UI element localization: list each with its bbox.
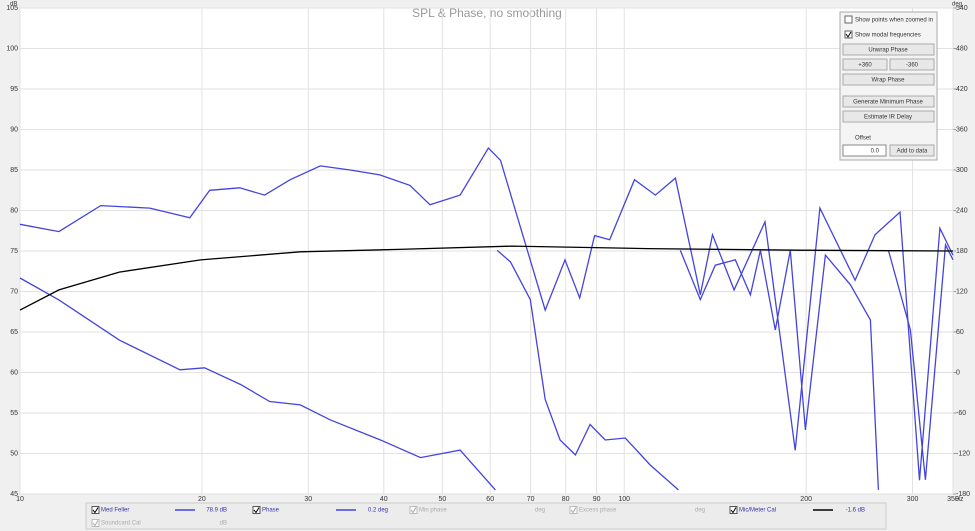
check-mark bbox=[253, 507, 260, 514]
x-tick-label: 10 bbox=[16, 496, 24, 503]
y2-tick-label: -180 bbox=[956, 491, 970, 498]
series-line bbox=[19, 147, 954, 481]
legend-label: Phase bbox=[262, 508, 280, 514]
y2-tick-label: -120 bbox=[956, 450, 970, 457]
check-mark bbox=[92, 507, 99, 514]
legend-checkbox[interactable] bbox=[729, 506, 738, 514]
checkbox-label: Show points when zoomed in bbox=[855, 18, 933, 24]
y-tick-label: 95 bbox=[10, 86, 18, 93]
button[interactable]: +360 bbox=[842, 58, 888, 71]
chart-title: SPL & Phase, no smoothing bbox=[412, 6, 562, 20]
y2-tick-label: 360 bbox=[956, 126, 968, 133]
checkbox[interactable] bbox=[844, 15, 853, 24]
y-tick-label: 55 bbox=[10, 410, 18, 417]
legend-readout: -1.6 dB bbox=[846, 508, 865, 514]
x-tick-label: 40 bbox=[380, 496, 388, 503]
y2-tick-label: 540 bbox=[956, 5, 968, 12]
y-unit: dB bbox=[10, 2, 17, 8]
checkbox-label: Show modal frequencies bbox=[855, 33, 921, 39]
button[interactable]: -360 bbox=[889, 58, 935, 71]
y-tick-label: 105 bbox=[6, 5, 18, 12]
x-tick-label: 100 bbox=[618, 496, 630, 503]
y-tick-label: 70 bbox=[10, 288, 18, 295]
legend-readout: deg bbox=[695, 508, 705, 514]
button-label: Estimate IR Delay bbox=[864, 115, 912, 121]
legend-bg bbox=[85, 502, 887, 530]
button[interactable]: Add to data bbox=[889, 144, 935, 157]
legend: Med Feller 78.9 dB Phase 0.2 deg Mic/Meter C… bbox=[85, 502, 887, 530]
x-tick-label: 300 bbox=[907, 496, 919, 503]
check-mark bbox=[730, 507, 737, 514]
legend-label: Min phase bbox=[419, 508, 447, 514]
legend-readout: 0.2 deg bbox=[368, 508, 388, 514]
y2-unit: deg bbox=[952, 2, 962, 8]
check-mark bbox=[92, 520, 99, 527]
x-tick-label: 70 bbox=[527, 496, 535, 503]
series-line bbox=[19, 242, 954, 491]
legend-label: Excess phase bbox=[579, 508, 617, 514]
button[interactable]: Generate Minimum Phase bbox=[842, 95, 935, 108]
legend-checkbox[interactable] bbox=[91, 506, 100, 514]
y-tick-label: 65 bbox=[10, 329, 18, 336]
legend-checkbox[interactable] bbox=[252, 506, 261, 514]
x-tick-label: 50 bbox=[438, 496, 446, 503]
offset-value: 0.0 bbox=[871, 149, 880, 155]
plot: 4550556065707580859095100105-180-120-600… bbox=[6, 5, 970, 503]
legend-label: Soundcard Cal bbox=[101, 521, 141, 527]
y2-tick-label: -60 bbox=[956, 410, 966, 417]
x-tick-label: 90 bbox=[593, 496, 601, 503]
legend-readout: dB bbox=[220, 521, 227, 527]
button-label: +360 bbox=[858, 63, 872, 69]
x-unit: Hz bbox=[955, 496, 964, 503]
y-tick-label: 75 bbox=[10, 248, 18, 255]
button[interactable]: Wrap Phase bbox=[842, 73, 935, 86]
y2-tick-label: 240 bbox=[956, 207, 968, 214]
series-line bbox=[19, 245, 954, 311]
y-tick-label: 45 bbox=[10, 491, 18, 498]
legend-readout: 78.9 dB bbox=[206, 508, 227, 514]
y-tick-label: 90 bbox=[10, 126, 18, 133]
control-panel: Show points when zoomed in Show modal fr… bbox=[839, 11, 938, 161]
check-mark bbox=[570, 507, 577, 514]
check-mark bbox=[410, 507, 417, 514]
y-tick-label: 80 bbox=[10, 207, 18, 214]
y2-tick-label: 120 bbox=[956, 288, 968, 295]
x-tick-label: 350 bbox=[947, 496, 959, 503]
button-label: -360 bbox=[906, 63, 919, 69]
offset-label: Offset bbox=[855, 136, 871, 142]
legend-checkbox[interactable] bbox=[409, 506, 418, 514]
legend-label: Med Feller bbox=[101, 508, 129, 514]
y-tick-label: 85 bbox=[10, 167, 18, 174]
panel-bg bbox=[839, 11, 938, 161]
x-tick-label: 60 bbox=[486, 496, 494, 503]
y2-tick-label: 480 bbox=[956, 45, 968, 52]
button-label: Unwrap Phase bbox=[868, 48, 908, 54]
offset-input[interactable] bbox=[842, 144, 887, 157]
check-mark bbox=[845, 31, 852, 38]
y2-tick-label: 420 bbox=[956, 86, 968, 93]
y-tick-label: 100 bbox=[6, 45, 18, 52]
button-label: Add to data bbox=[897, 149, 928, 155]
button-label: Generate Minimum Phase bbox=[853, 100, 923, 106]
legend-readout: deg bbox=[535, 508, 545, 514]
x-tick-label: 20 bbox=[198, 496, 206, 503]
y2-tick-label: 60 bbox=[956, 329, 964, 336]
checkbox[interactable] bbox=[844, 30, 853, 39]
y2-tick-label: 180 bbox=[956, 248, 968, 255]
y-tick-label: 50 bbox=[10, 450, 18, 457]
legend-label: Mic/Meter Cal bbox=[739, 508, 776, 514]
legend-checkbox[interactable] bbox=[569, 506, 578, 514]
button[interactable]: Estimate IR Delay bbox=[842, 110, 935, 123]
legend-checkbox[interactable] bbox=[91, 519, 100, 527]
x-tick-label: 30 bbox=[304, 496, 312, 503]
x-tick-label: 80 bbox=[562, 496, 570, 503]
button[interactable]: Unwrap Phase bbox=[842, 43, 935, 56]
x-tick-label: 200 bbox=[800, 496, 812, 503]
y2-tick-label: 0 bbox=[956, 369, 960, 376]
button-label: Wrap Phase bbox=[872, 78, 906, 84]
y-tick-label: 60 bbox=[10, 369, 18, 376]
y2-tick-label: 300 bbox=[956, 167, 968, 174]
